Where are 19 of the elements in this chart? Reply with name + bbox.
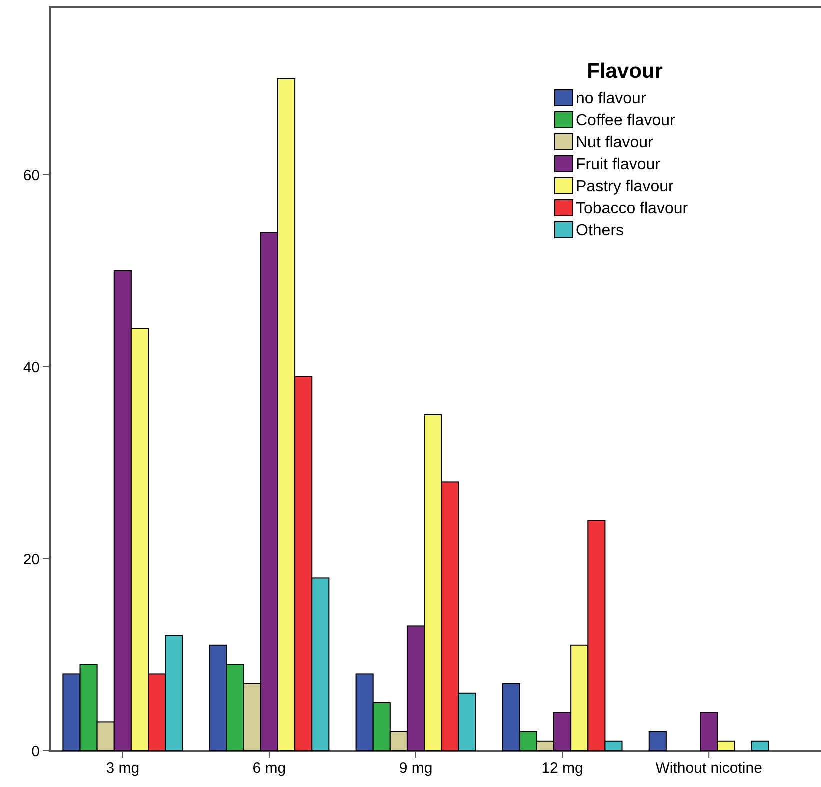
x-tick-label: Without nicotine: [656, 760, 762, 777]
legend-label: Others: [576, 222, 624, 240]
legend-label: no flavour: [576, 90, 647, 108]
legend-label: Nut flavour: [576, 134, 654, 152]
x-tick-label: 6 mg: [252, 760, 286, 777]
legend-label: Coffee flavour: [576, 112, 676, 130]
x-tick-label: 12 mg: [542, 760, 584, 777]
x-tick-label: 3 mg: [106, 760, 140, 777]
legend-label: Fruit flavour: [576, 156, 662, 174]
legend-label: Pastry flavour: [576, 178, 674, 196]
y-tick-label: 20: [23, 551, 40, 568]
bar: [751, 740, 770, 752]
y-tick-label: 40: [23, 359, 40, 376]
x-tick-label: 9 mg: [399, 760, 433, 777]
y-tick-label: 0: [32, 743, 40, 760]
bar: [648, 731, 667, 752]
y-tick-label: 60: [23, 167, 40, 184]
legend-label: Tobacco flavour: [576, 200, 689, 218]
legend-title: Flavour: [587, 60, 663, 83]
